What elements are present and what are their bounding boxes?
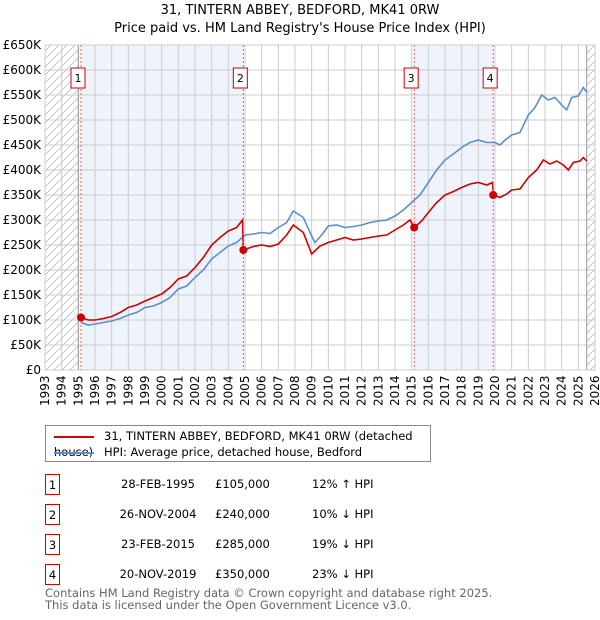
shaded-range bbox=[414, 45, 494, 370]
x-tick-label: 2020 bbox=[488, 375, 502, 406]
transaction-number: 3 bbox=[45, 534, 60, 555]
legend-swatch-red bbox=[54, 435, 94, 438]
x-tick-label: 1993 bbox=[38, 375, 52, 406]
x-tick-label: 2009 bbox=[305, 375, 319, 406]
legend-item-hpi: HPI: Average price, detached house, Bedf… bbox=[54, 444, 362, 460]
x-tick-label: 2023 bbox=[538, 375, 552, 406]
transaction-hpi-diff: 12% ↑ HPI bbox=[312, 477, 374, 491]
title-line-1: 31, TINTERN ABBEY, BEDFORD, MK41 0RW bbox=[160, 3, 440, 18]
y-tick-label: £150K bbox=[3, 288, 43, 302]
x-tick-label: 2002 bbox=[188, 375, 202, 406]
y-tick-label: £650K bbox=[3, 38, 43, 52]
y-tick-label: £100K bbox=[3, 313, 43, 327]
x-tick-label: 1996 bbox=[88, 375, 102, 406]
x-tick-label: 2016 bbox=[421, 375, 435, 406]
x-tick-label: 2015 bbox=[405, 375, 419, 406]
sale-label: 4 bbox=[487, 72, 494, 85]
footer-line-1: Contains HM Land Registry data © Crown c… bbox=[45, 586, 493, 600]
y-tick-label: £0 bbox=[26, 363, 41, 377]
y-tick-label: £300K bbox=[3, 213, 43, 227]
sale-label: 1 bbox=[75, 72, 82, 85]
x-tick-label: 1995 bbox=[71, 375, 85, 406]
plot-frame bbox=[44, 44, 596, 371]
x-tick-label: 2001 bbox=[171, 375, 185, 406]
legend-label: HPI: Average price, detached house, Bedf… bbox=[104, 445, 363, 459]
transaction-row: 1 28-FEB-1995 £105,000 12% ↑ HPI bbox=[45, 474, 445, 495]
transaction-date: 20-NOV-2019 bbox=[119, 567, 197, 581]
x-tick-label: 2003 bbox=[205, 375, 219, 406]
transaction-date: 28-FEB-1995 bbox=[121, 477, 195, 491]
x-tick-label: 2012 bbox=[355, 375, 369, 406]
transaction-row: 3 23-FEB-2015 £285,000 19% ↓ HPI bbox=[45, 534, 445, 555]
title-line-2: Price paid vs. HM Land Registry's House … bbox=[114, 21, 486, 36]
x-tick-label: 2017 bbox=[438, 375, 452, 406]
transaction-row: 4 20-NOV-2019 £350,000 23% ↓ HPI bbox=[45, 564, 445, 585]
x-tick-label: 2025 bbox=[571, 375, 585, 406]
x-tick-label: 1997 bbox=[105, 375, 119, 406]
x-tick-label: 2007 bbox=[271, 375, 285, 406]
x-tick-label: 2018 bbox=[455, 375, 469, 406]
transaction-row: 2 26-NOV-2004 £240,000 10% ↓ HPI bbox=[45, 504, 445, 525]
x-tick-label: 2022 bbox=[521, 375, 535, 406]
sale-point bbox=[77, 313, 85, 322]
transaction-date: 26-NOV-2004 bbox=[119, 507, 197, 521]
x-tick-label: 2010 bbox=[321, 375, 335, 406]
footer: Contains HM Land Registry data © Crown c… bbox=[45, 586, 493, 612]
y-tick-label: £500K bbox=[3, 113, 43, 127]
sale-label-box bbox=[70, 67, 86, 89]
x-tick-label: 2019 bbox=[471, 375, 485, 406]
x-tick-label: 2000 bbox=[155, 375, 169, 406]
x-tick-label: 2014 bbox=[388, 375, 402, 406]
sale-label: 3 bbox=[408, 72, 415, 85]
x-tick-label: 2008 bbox=[288, 375, 302, 406]
transaction-number: 2 bbox=[45, 504, 60, 525]
x-tick-label: 2026 bbox=[588, 375, 600, 406]
chart-legend: 31, TINTERN ABBEY, BEDFORD, MK41 0RW (de… bbox=[45, 425, 431, 462]
chart-title: 31, TINTERN ABBEY, BEDFORD, MK41 0RW Pri… bbox=[0, 2, 600, 38]
y-tick-label: £600K bbox=[3, 63, 43, 77]
transaction-date: 23-FEB-2015 bbox=[121, 537, 195, 551]
y-tick-label: £250K bbox=[3, 238, 43, 252]
x-tick-label: 1998 bbox=[121, 375, 135, 406]
sale-point bbox=[239, 246, 248, 254]
transaction-number: 1 bbox=[45, 474, 60, 495]
price-chart: 1993 1994 1995 1996 1997 1998 1999 2000 2001 2002… bbox=[3, 38, 600, 406]
y-tick-label: £450K bbox=[3, 138, 43, 152]
x-tick-label: 2004 bbox=[221, 375, 235, 406]
hatched-range bbox=[586, 45, 595, 370]
transaction-price: £350,000 bbox=[215, 567, 270, 581]
legend-swatch-blue bbox=[54, 451, 94, 454]
x-tick-label: 2011 bbox=[338, 375, 352, 406]
x-tick-label: 2021 bbox=[505, 375, 519, 406]
y-tick-label: £550K bbox=[3, 88, 43, 102]
legend-item-property: 31, TINTERN ABBEY, BEDFORD, MK41 0RW (de… bbox=[54, 428, 430, 459]
transaction-number: 4 bbox=[45, 564, 60, 585]
sale-label: 2 bbox=[237, 72, 244, 85]
x-tick-label: 2024 bbox=[555, 375, 569, 406]
footer-line-2: This data is licensed under the Open Gov… bbox=[45, 598, 412, 612]
transaction-price: £240,000 bbox=[215, 507, 270, 521]
transaction-price: £105,000 bbox=[215, 477, 270, 491]
x-tick-label: 1994 bbox=[55, 375, 69, 406]
x-tick-label: 1999 bbox=[138, 375, 152, 406]
property-line bbox=[80, 156, 588, 321]
sale-label-box bbox=[232, 67, 248, 89]
x-tick-label: 2006 bbox=[255, 375, 269, 406]
sale-label-box bbox=[403, 67, 419, 89]
sale-point bbox=[489, 191, 498, 199]
hpi-line bbox=[80, 86, 588, 326]
sale-point bbox=[410, 223, 419, 232]
x-tick-label: 2013 bbox=[371, 375, 385, 406]
y-tick-label: £200K bbox=[3, 263, 43, 277]
transaction-hpi-diff: 10% ↓ HPI bbox=[312, 507, 374, 521]
x-tick-label: 2005 bbox=[238, 375, 252, 406]
sale-label-box bbox=[482, 67, 498, 89]
transaction-hpi-diff: 23% ↓ HPI bbox=[312, 567, 374, 581]
y-tick-label: £350K bbox=[3, 188, 43, 202]
y-tick-label: £50K bbox=[10, 338, 42, 352]
transaction-hpi-diff: 19% ↓ HPI bbox=[312, 537, 374, 551]
transaction-price: £285,000 bbox=[215, 537, 270, 551]
y-tick-label: £400K bbox=[3, 163, 43, 177]
